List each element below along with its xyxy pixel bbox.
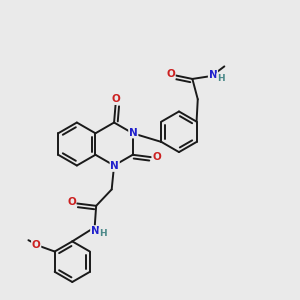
Text: N: N <box>91 226 100 236</box>
Text: H: H <box>99 229 107 238</box>
Text: H: H <box>217 74 225 83</box>
Text: O: O <box>152 152 161 162</box>
Text: O: O <box>32 240 40 250</box>
Text: N: N <box>208 70 217 80</box>
Text: O: O <box>67 197 76 207</box>
Text: O: O <box>166 69 175 79</box>
Text: N: N <box>129 128 138 138</box>
Text: O: O <box>111 94 120 104</box>
Text: N: N <box>110 161 119 171</box>
